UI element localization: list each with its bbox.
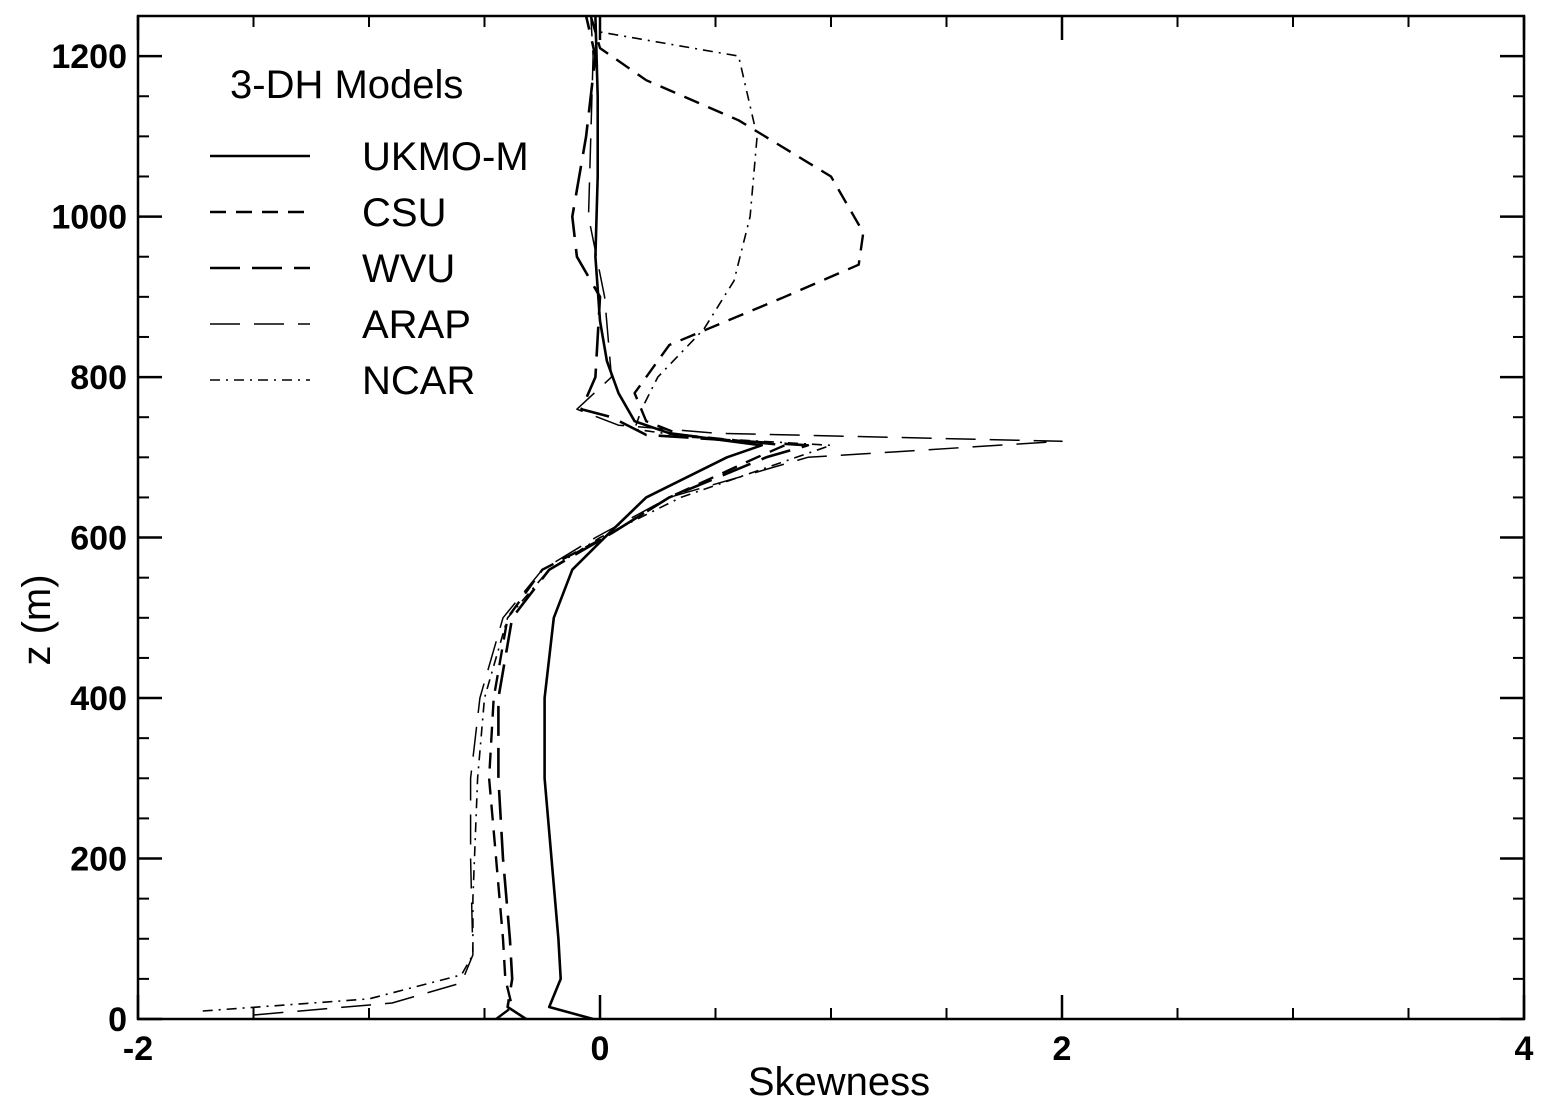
- series-line-wvu: [497, 15, 810, 1021]
- series-layer: [202, 15, 1063, 1021]
- y-tick-label: 600: [70, 520, 127, 558]
- x-tick-label: 4: [1515, 1030, 1534, 1068]
- series-line-ncar: [202, 31, 832, 1012]
- y-tick-label: 800: [70, 359, 127, 397]
- legend-label-ncar: NCAR: [362, 359, 475, 403]
- series-line-ukmo-m: [543, 15, 763, 1021]
- series-line-csu: [487, 15, 865, 1020]
- y-tick-label: 400: [70, 680, 127, 718]
- legend-title: 3-DH Models: [230, 63, 463, 107]
- series-line-arap: [253, 15, 1063, 1016]
- y-tick-label: 1000: [51, 199, 127, 237]
- x-tick-label: 0: [591, 1030, 610, 1068]
- y-tick-label: 0: [108, 1001, 127, 1039]
- plot-frame: [136, 14, 1526, 1021]
- legend: 3-DH Models UKMO-M CSU WVU ARAP NCAR: [210, 63, 529, 403]
- y-tick-label: 200: [70, 841, 127, 879]
- y-tick-label: 1200: [51, 38, 127, 76]
- x-tick-label: -2: [123, 1030, 153, 1068]
- legend-label-ukmo-m: UKMO-M: [362, 135, 529, 179]
- legend-label-arap: ARAP: [362, 303, 471, 347]
- legend-label-wvu: WVU: [362, 247, 455, 291]
- x-axis-title: Skewness: [748, 1060, 930, 1104]
- legend-label-csu: CSU: [362, 191, 446, 235]
- axis-ticks: [136, 15, 1526, 1021]
- x-tick-label: 2: [1053, 1030, 1072, 1068]
- y-axis-title: z (m): [15, 574, 59, 665]
